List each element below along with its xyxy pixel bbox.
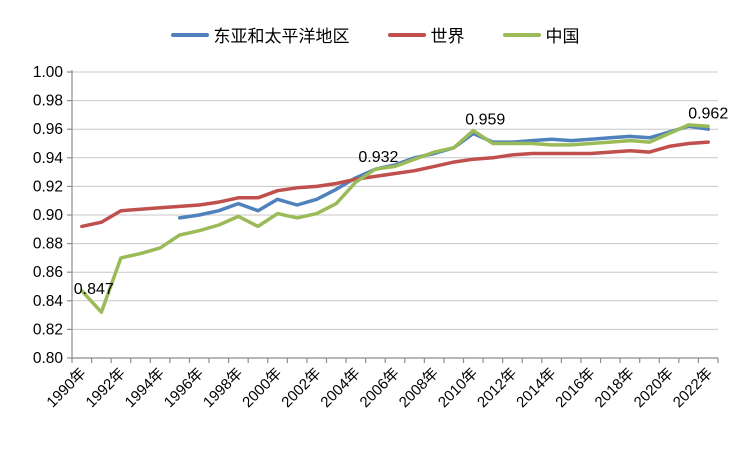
- x-axis-label: 2018年: [592, 365, 638, 411]
- y-axis-label: 0.88: [33, 236, 63, 253]
- legend-swatch-world: [387, 32, 426, 37]
- y-axis-label: 0.90: [33, 207, 64, 224]
- series-line-world: [80, 140, 710, 229]
- x-axis-label: 2022年: [670, 365, 716, 411]
- y-axis-label: 0.96: [33, 121, 63, 138]
- x-axis-label: 2016年: [552, 365, 598, 411]
- x-axis-label: 1992年: [83, 365, 129, 411]
- y-axis-label: 0.98: [33, 93, 63, 110]
- data-label-0.932: 0.932: [358, 149, 398, 166]
- x-axis-label: 2020年: [631, 365, 677, 411]
- x-axis-label: 2014年: [513, 365, 559, 411]
- y-axis-label: 0.92: [33, 178, 63, 195]
- x-axis-label: 2012年: [474, 365, 520, 411]
- chart-legend: 东亚和太平洋地区 世界 中国: [0, 22, 750, 47]
- legend-item-east-asia-pacific: 东亚和太平洋地区: [170, 22, 350, 47]
- data-label-0.962: 0.962: [688, 105, 728, 122]
- y-axis-label: 0.86: [33, 264, 63, 281]
- y-axis-label: 0.94: [33, 150, 64, 167]
- legend-item-china: 中国: [502, 22, 580, 47]
- x-axis-label: 1990年: [43, 365, 89, 411]
- data-label-0.959: 0.959: [465, 112, 505, 129]
- x-axis-label: 2008年: [396, 365, 442, 411]
- series-line-china: [80, 123, 710, 314]
- x-axis-label: 2000年: [239, 365, 285, 411]
- legend-label-china: 中国: [545, 27, 580, 46]
- data-label-0.847: 0.847: [74, 281, 114, 298]
- x-axis-label: 1994年: [122, 365, 168, 411]
- y-axis-label: 0.84: [33, 293, 64, 310]
- legend-label-east-asia-pacific: 东亚和太平洋地区: [213, 27, 350, 46]
- y-axis-label: 1.00: [33, 64, 64, 81]
- x-axis-label: 2004年: [317, 365, 363, 411]
- legend-item-world: 世界: [387, 22, 465, 47]
- legend-swatch-east-asia-pacific: [170, 32, 209, 37]
- x-axis-label: 2006年: [357, 365, 403, 411]
- legend-swatch-china: [502, 32, 541, 37]
- y-axis-label: 0.82: [33, 321, 63, 338]
- x-axis-label: 1996年: [161, 365, 207, 411]
- legend-label-world: 世界: [430, 27, 465, 46]
- x-axis-label: 2010年: [435, 365, 481, 411]
- x-axis-label: 1998年: [200, 365, 246, 411]
- y-axis-label: 0.80: [33, 350, 64, 367]
- x-axis-label: 2002年: [278, 365, 324, 411]
